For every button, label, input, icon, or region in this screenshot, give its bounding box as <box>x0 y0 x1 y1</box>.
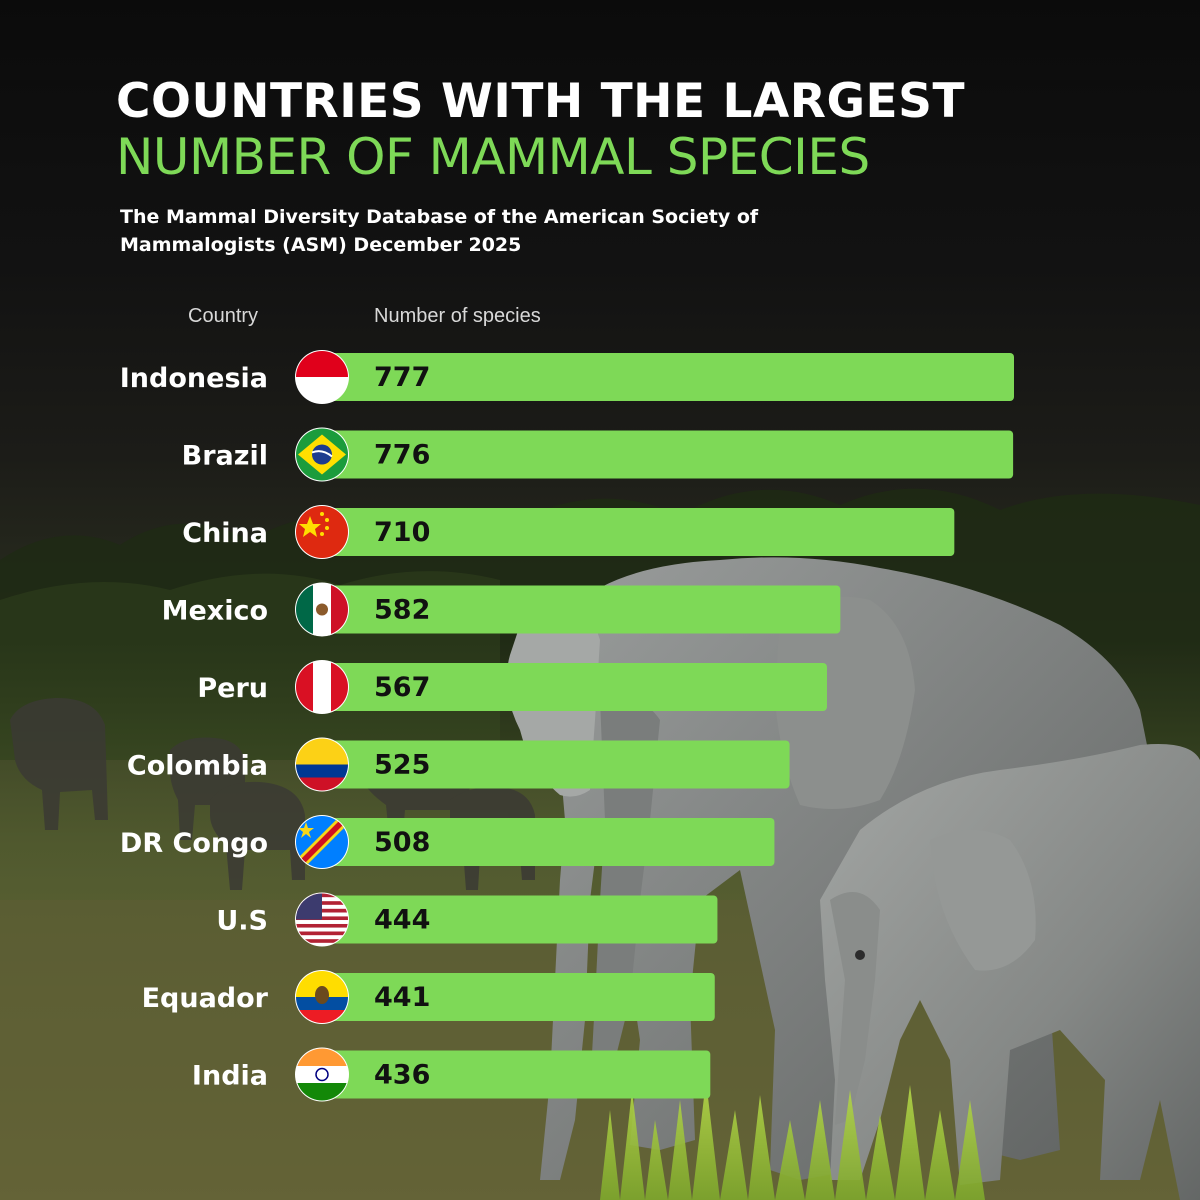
value-label: 582 <box>374 595 430 626</box>
country-label: Indonesia <box>120 363 268 394</box>
country-label: DR Congo <box>120 828 268 859</box>
bar <box>322 1050 711 1099</box>
value-label: 441 <box>374 982 430 1013</box>
value-label: 776 <box>374 440 430 471</box>
value-label: 525 <box>374 750 430 781</box>
country-label: Peru <box>197 673 268 704</box>
dr-congo-flag-icon <box>295 815 349 869</box>
country-label: Equador <box>142 983 269 1014</box>
value-label: 508 <box>374 827 430 858</box>
value-label: 710 <box>374 517 430 548</box>
value-label: 777 <box>374 362 430 393</box>
country-label: India <box>192 1061 268 1092</box>
mexico-flag-icon <box>295 582 349 637</box>
country-label: Brazil <box>182 441 268 472</box>
subtitle: The Mammal Diversity Database of the Ame… <box>120 206 759 256</box>
bar <box>322 353 1014 401</box>
value-label: 567 <box>374 672 430 703</box>
baby-elephant <box>820 744 1200 1200</box>
colombia-flag-icon <box>295 737 349 792</box>
us-flag-icon <box>295 892 349 947</box>
ecuador-flag-icon <box>295 970 349 1024</box>
bar <box>322 818 775 866</box>
value-column-header: Number of species <box>374 305 541 327</box>
china-flag-icon <box>295 505 349 559</box>
value-label: 444 <box>374 905 430 936</box>
bar <box>322 508 955 556</box>
title-line-1: COUNTRIES WITH THE LARGEST <box>116 74 966 129</box>
bar <box>322 973 715 1021</box>
country-label: China <box>182 518 268 549</box>
country-column-header: Country <box>188 305 259 327</box>
bar <box>322 740 790 789</box>
peru-flag-icon <box>295 660 349 714</box>
bar <box>322 895 718 944</box>
indonesia-flag-icon <box>295 350 349 404</box>
india-flag-icon <box>295 1047 349 1102</box>
country-label: Mexico <box>162 596 268 627</box>
brazil-flag-icon <box>295 427 349 482</box>
country-label: U.S <box>216 906 268 937</box>
title-line-2: NUMBER OF MAMMAL SPECIES <box>116 128 870 186</box>
foreground-grass <box>600 1080 985 1200</box>
bar <box>322 663 827 711</box>
value-label: 436 <box>374 1060 430 1091</box>
bar <box>322 585 841 634</box>
bar <box>322 430 1014 479</box>
country-label: Colombia <box>127 751 268 782</box>
